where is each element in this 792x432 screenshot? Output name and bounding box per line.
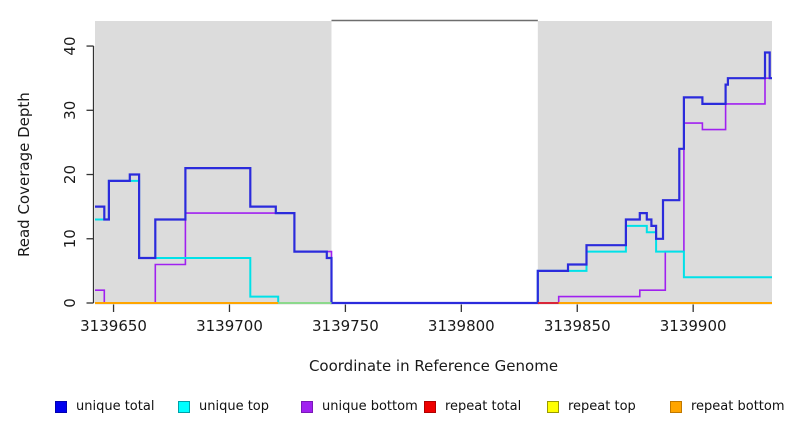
x-tick-label: 3139850 bbox=[544, 317, 611, 335]
y-tick-label: 0 bbox=[61, 298, 79, 308]
y-tick-label: 10 bbox=[61, 229, 79, 248]
legend-swatch bbox=[670, 400, 682, 413]
x-tick-label: 3139900 bbox=[660, 317, 727, 335]
legend-item-unique-total: unique total bbox=[55, 399, 178, 414]
legend: unique total unique top unique bottom repea… bbox=[55, 399, 792, 414]
legend-swatch bbox=[301, 400, 313, 413]
y-axis-title: Read Coverage Depth bbox=[15, 92, 33, 258]
x-tick-label: 3139750 bbox=[312, 317, 379, 335]
legend-swatch bbox=[55, 400, 67, 413]
legend-label: unique total bbox=[76, 399, 155, 414]
legend-item-unique-top: unique top bbox=[178, 399, 301, 414]
legend-item-repeat-total: repeat total bbox=[424, 399, 547, 414]
series-line-unique-bottom bbox=[95, 77, 772, 304]
legend-swatch bbox=[547, 400, 559, 413]
x-axis-title: Coordinate in Reference Genome bbox=[308, 357, 559, 375]
legend-item-unique-bottom: unique bottom bbox=[301, 399, 424, 414]
shaded-region bbox=[95, 21, 332, 305]
legend-item-repeat-bottom: repeat bottom bbox=[670, 399, 792, 414]
legend-label: repeat total bbox=[445, 399, 522, 414]
legend-label: unique top bbox=[199, 399, 270, 414]
y-tick-label: 40 bbox=[61, 37, 79, 56]
legend-swatch bbox=[424, 400, 436, 413]
legend-label: repeat bottom bbox=[691, 399, 785, 414]
x-tick-label: 3139650 bbox=[80, 317, 147, 335]
legend-label: repeat top bbox=[568, 399, 636, 414]
y-tick-label: 30 bbox=[61, 101, 79, 120]
legend-item-repeat-top: repeat top bbox=[547, 399, 670, 414]
x-tick-label: 3139800 bbox=[428, 317, 495, 335]
series-line-unique-total bbox=[95, 51, 772, 305]
legend-swatch bbox=[178, 400, 190, 413]
x-tick-label: 3139700 bbox=[196, 317, 263, 335]
legend-label: unique bottom bbox=[322, 399, 418, 414]
shaded-region bbox=[537, 21, 772, 305]
y-tick-label: 20 bbox=[61, 165, 79, 184]
